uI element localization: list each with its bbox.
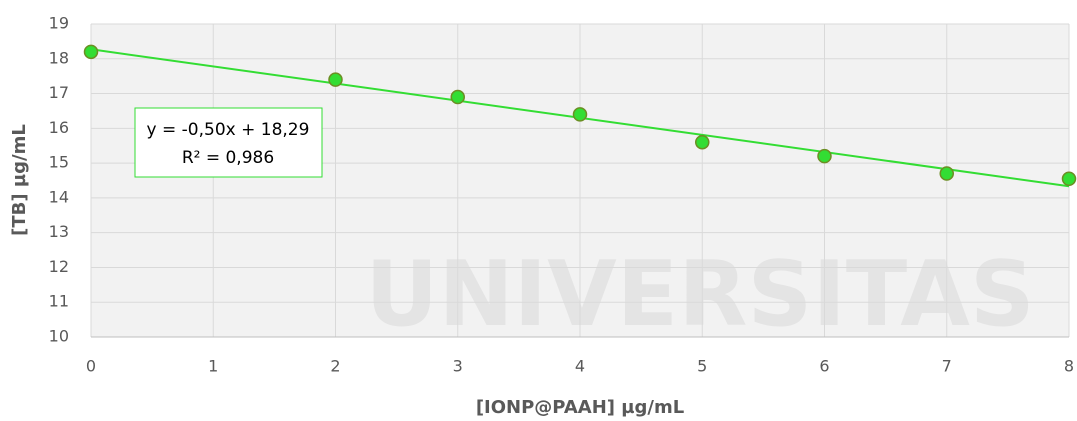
x-axis-title: [IONP@PAAH] µg/mL (476, 397, 684, 418)
y-tick-label: 11 (49, 292, 69, 311)
y-tick-label: 14 (49, 187, 69, 206)
data-point (572, 107, 588, 122)
watermark: UNIVERSITAS (365, 242, 1035, 347)
y-tick-label: 18 (49, 48, 69, 67)
data-point (939, 166, 954, 181)
y-tick-label: 13 (49, 222, 69, 241)
x-tick-label: 4 (575, 357, 585, 376)
annotation-text: y = -0,50x + 18,29 (147, 120, 310, 140)
data-point (450, 89, 465, 105)
x-tick-label: 5 (697, 357, 707, 376)
data-point (1061, 171, 1077, 187)
y-tick-label: 15 (49, 153, 69, 172)
data-point (695, 134, 710, 150)
data-point (83, 44, 99, 60)
data-point (328, 72, 343, 87)
annotation-text: R² = 0,986 (182, 148, 274, 168)
x-tick-label: 1 (208, 357, 218, 376)
x-tick-label: 7 (942, 357, 952, 376)
x-tick-label: 6 (819, 357, 829, 376)
y-tick-label: 10 (49, 327, 69, 346)
x-tick-label: 0 (86, 357, 96, 376)
y-tick-label: 17 (49, 83, 69, 102)
y-tick-label: 19 (49, 14, 69, 33)
y-axis-title: [TB] µg/mL (9, 124, 30, 236)
annotation-box (134, 107, 323, 178)
x-tick-label: 3 (453, 357, 463, 376)
data-point (817, 148, 832, 164)
x-tick-label: 8 (1064, 357, 1074, 376)
y-tick-label: 16 (49, 118, 69, 137)
x-tick-label: 2 (330, 357, 340, 376)
y-tick-label: 12 (49, 257, 69, 276)
